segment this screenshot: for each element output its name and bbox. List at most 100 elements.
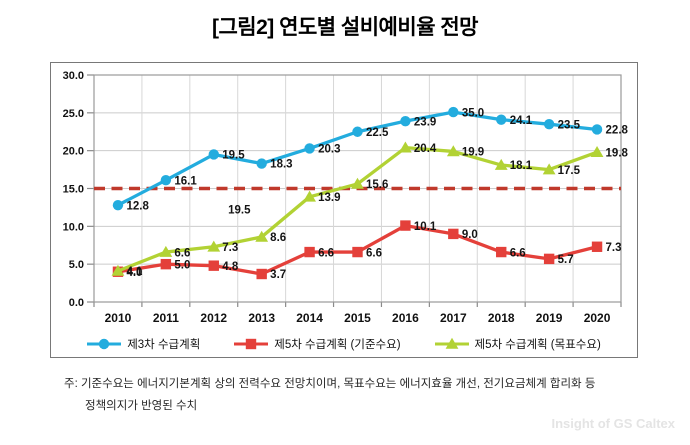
reserve-rate-line-chart: 0.0 5.0 10.0 15.0 20.0 25.0 30.0 2010 2011 2012 20… bbox=[63, 70, 629, 325]
watermark: Insight of GS Caltex bbox=[551, 416, 675, 431]
data-label: 9.0 bbox=[462, 229, 478, 241]
footnote-line-1: 주: 기준수요는 에너지기본계획 상의 전력수요 전망치이며, 목표수요는 에너… bbox=[64, 378, 596, 390]
data-point-triangle bbox=[303, 190, 316, 202]
x-axis-tick-label: 2012 bbox=[200, 311, 227, 325]
data-point-circle bbox=[160, 174, 172, 186]
data-point-triangle bbox=[351, 177, 364, 189]
data-point-square bbox=[400, 220, 411, 231]
x-axis-tick-label: 2015 bbox=[344, 311, 371, 325]
data-label: 13.9 bbox=[318, 192, 340, 204]
legend-item-2: 제5차 수급계획 (기준수요) bbox=[234, 336, 401, 352]
data-point-circle bbox=[448, 106, 459, 118]
data-point-circle bbox=[208, 149, 219, 160]
y-axis-tick-label: 20.0 bbox=[63, 146, 84, 158]
data-point-triangle bbox=[542, 163, 556, 175]
data-label: 16.1 bbox=[174, 175, 197, 187]
data-point-square bbox=[352, 246, 363, 258]
x-axis-tick-label: 2010 bbox=[105, 311, 132, 325]
data-label: 6.6 bbox=[174, 247, 190, 259]
data-label: 15.6 bbox=[366, 179, 388, 191]
y-axis-tick-label: 10.0 bbox=[63, 221, 84, 233]
x-axis-tick-label: 2014 bbox=[296, 311, 323, 325]
data-point-square bbox=[304, 246, 315, 258]
data-label: 35.0 bbox=[462, 107, 484, 119]
data-label: 5.7 bbox=[558, 254, 574, 266]
data-point-triangle bbox=[111, 264, 125, 276]
x-axis-tick-label: 2013 bbox=[248, 311, 275, 325]
data-label: 17.5 bbox=[558, 165, 581, 177]
data-label: 23.9 bbox=[414, 116, 436, 128]
footnote-line-2: 정책의지가 반영된 수치 bbox=[85, 399, 198, 412]
x-axis-tick-label: 2011 bbox=[153, 311, 179, 325]
data-label: 20.4 bbox=[414, 143, 437, 155]
x-axis-tick-label: 2017 bbox=[440, 311, 467, 325]
legend-label: 제3차 수급계획 bbox=[127, 339, 201, 351]
data-point-triangle bbox=[255, 230, 269, 242]
chart-panel: 0.0 5.0 10.0 15.0 20.0 25.0 30.0 2010 2011 2012 20… bbox=[50, 62, 638, 358]
y-axis-tick-label: 15.0 bbox=[63, 184, 84, 196]
data-point-circle bbox=[543, 118, 555, 130]
data-label: 22.8 bbox=[606, 125, 629, 137]
data-label: 22.5 bbox=[366, 127, 389, 139]
legend-label: 제5차 수급계획 (기준수요) bbox=[274, 339, 401, 351]
data-point-triangle bbox=[590, 145, 604, 157]
data-point-square bbox=[591, 241, 603, 252]
data-label: 19.8 bbox=[606, 147, 629, 159]
circle-marker-icon bbox=[87, 338, 122, 350]
data-point-square bbox=[448, 228, 459, 240]
page-title: [그림2] 연도별 설비예비율 전망 bbox=[211, 16, 479, 39]
y-axis-tick-label: 0.0 bbox=[69, 297, 84, 309]
data-point-triangle bbox=[159, 245, 173, 257]
data-point-square bbox=[256, 268, 267, 280]
data-point-square bbox=[496, 246, 507, 258]
data-point-circle bbox=[352, 126, 363, 137]
data-point-square bbox=[160, 258, 172, 270]
data-point-square bbox=[208, 260, 219, 271]
data-point-circle bbox=[591, 124, 603, 135]
data-label: 7.3 bbox=[606, 242, 622, 254]
x-axis-tick-label: 2018 bbox=[488, 311, 515, 325]
triangle-marker-icon bbox=[434, 337, 469, 349]
data-point-circle bbox=[99, 338, 110, 350]
data-point-circle bbox=[496, 114, 507, 125]
data-label: 3.7 bbox=[270, 269, 286, 281]
data-point-circle bbox=[304, 143, 315, 154]
data-label: 4.8 bbox=[222, 261, 239, 273]
data-label: 19.5 bbox=[222, 150, 245, 162]
data-label: 19.9 bbox=[462, 147, 484, 159]
data-label: 18.1 bbox=[510, 160, 533, 172]
data-label: 6.6 bbox=[366, 247, 382, 259]
data-label: 20.3 bbox=[318, 144, 340, 156]
chart-legend: 제3차 수급계획 제5차 수급계획 (기준수요) 제5차 수급계획 (목표수요) bbox=[51, 336, 637, 352]
data-point-circle bbox=[400, 115, 411, 127]
footnote: 주: 기준수요는 에너지기본계획 상의 전력수요 전망치이며, 목표수요는 에너… bbox=[64, 374, 595, 418]
data-label: 18.3 bbox=[270, 159, 292, 171]
annotation-label: 19.5 bbox=[228, 205, 251, 217]
data-point-triangle bbox=[207, 240, 221, 252]
data-label: 8.6 bbox=[270, 232, 286, 244]
data-point-circle bbox=[256, 158, 267, 169]
data-point-square bbox=[246, 338, 257, 350]
x-axis-tick-label: 2020 bbox=[584, 311, 611, 325]
legend-item-3: 제5차 수급계획 (목표수요) bbox=[434, 336, 601, 352]
data-label: 24.1 bbox=[510, 115, 533, 127]
data-point-triangle bbox=[446, 145, 460, 157]
x-axis-tick-label: 2019 bbox=[536, 311, 563, 325]
data-label: 6.6 bbox=[318, 247, 334, 259]
data-label: 7.3 bbox=[222, 242, 238, 254]
y-axis-tick-label: 25.0 bbox=[63, 108, 84, 120]
legend-label: 제5차 수급계획 (목표수요) bbox=[474, 339, 601, 351]
data-label: 4.0 bbox=[126, 267, 142, 279]
data-label: 6.6 bbox=[510, 247, 526, 259]
data-point-triangle bbox=[494, 158, 508, 170]
series-markers-3 bbox=[111, 141, 604, 276]
data-point-triangle bbox=[445, 337, 458, 349]
data-label: 12.8 bbox=[126, 200, 149, 212]
square-marker-icon bbox=[234, 338, 269, 350]
data-label: 23.5 bbox=[558, 119, 581, 131]
data-point-triangle bbox=[399, 141, 412, 153]
legend-item-1: 제3차 수급계획 bbox=[87, 336, 200, 352]
data-point-square bbox=[543, 253, 555, 265]
y-axis-tick-label: 30.0 bbox=[63, 70, 84, 82]
